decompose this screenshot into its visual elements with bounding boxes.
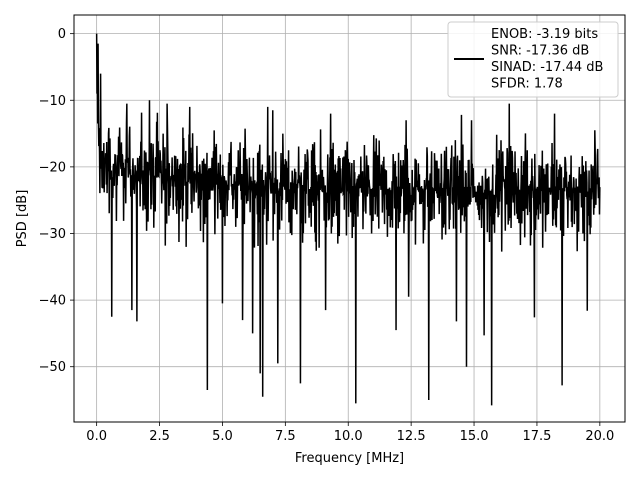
series-layer [95, 33, 601, 406]
y-tick-label: −10 [39, 94, 66, 109]
y-tick-label: −30 [39, 227, 66, 242]
legend-snr: SNR: -17.36 dB [491, 44, 589, 59]
y-tick-label: −50 [39, 360, 66, 375]
x-tick-label: 5.0 [212, 429, 233, 444]
psd-line [95, 33, 601, 406]
y-tick-label: 0 [58, 27, 66, 42]
x-tick-label: 15.0 [460, 429, 489, 444]
plot-frame [73, 14, 626, 423]
x-axis-ticks: 0.0 2.5 5.0 7.5 10.0 12.5 15.0 17.5 20.0 [86, 422, 614, 444]
legend-sinad: SINAD: -17.44 dB [491, 60, 603, 75]
y-axis-ticks: 0 −10 −20 −30 −40 −50 [39, 27, 74, 375]
x-axis-label: Frequency [MHz] [295, 451, 404, 466]
x-tick-label: 10.0 [334, 429, 363, 444]
x-tick-label: 12.5 [397, 429, 426, 444]
legend-enob: ENOB: -3.19 bits [491, 27, 598, 42]
y-tick-label: −20 [39, 160, 66, 175]
x-tick-label: 0.0 [86, 429, 107, 444]
legend-box [447, 21, 619, 98]
x-tick-label: 7.5 [275, 429, 296, 444]
legend-sfdr: SFDR: 1.78 [491, 77, 563, 92]
legend: ENOB: -3.19 bits SNR: -17.36 dB SINAD: -… [447, 21, 619, 98]
x-tick-label: 20.0 [585, 429, 614, 444]
y-tick-label: −40 [39, 294, 66, 309]
y-axis-label: PSD [dB] [15, 190, 30, 248]
x-tick-label: 17.5 [522, 429, 551, 444]
x-tick-label: 2.5 [149, 429, 170, 444]
